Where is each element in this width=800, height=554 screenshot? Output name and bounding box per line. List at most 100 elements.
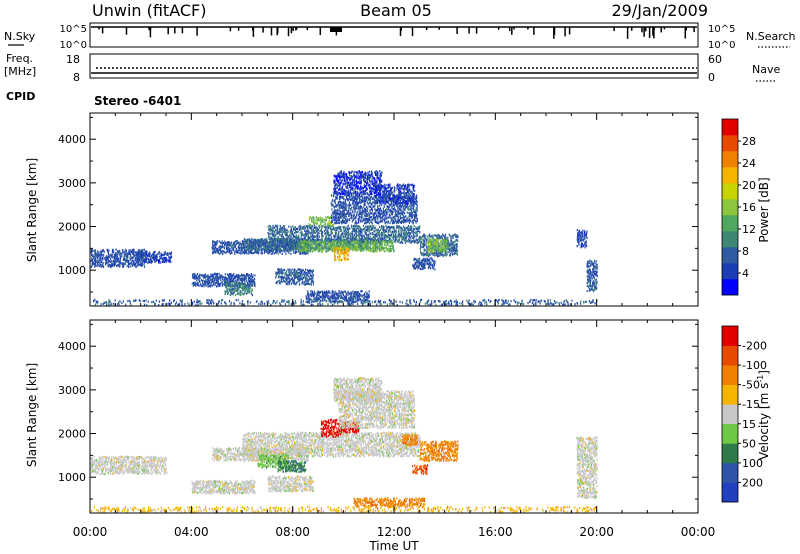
range-gate-cell [307,233,309,236]
range-gate-cell [353,248,356,251]
range-gate-cell [214,248,216,251]
range-gate-cell [349,243,351,246]
range-gate-cell [220,249,222,252]
range-gate-cell [342,227,345,230]
range-gate-cell [354,243,356,246]
range-gate-cell [200,274,203,277]
range-gate-cell [137,258,139,261]
range-gate-cell [274,252,276,255]
range-gate-cell [428,260,430,263]
range-gate-cell [382,193,384,196]
range-gate-cell [298,241,300,244]
range-gate-cell [416,233,419,236]
range-gate-cell [374,198,376,202]
range-gate-cell [330,237,332,240]
range-gate-cell [326,238,328,241]
range-gate-cell [267,232,269,235]
range-gate-cell [235,247,238,250]
range-gate-cell [321,232,323,235]
range-gate-cell [366,205,368,209]
range-gate-cell [389,204,392,207]
range-gate-cell [275,246,277,249]
range-gate-cell [422,234,424,238]
range-gate-cell [306,240,308,243]
range-gate-cell [402,241,404,245]
range-gate-cell [212,242,214,245]
range-gate-cell [357,211,359,214]
range-gate-cell [355,198,357,201]
range-gate-cell [415,239,417,242]
nsky-block [330,27,342,32]
range-gate-cell [105,260,108,263]
range-gate-cell [358,194,360,197]
range-gate-cell [337,258,339,261]
range-gate-cell [337,212,340,215]
range-gate-cell [369,240,371,243]
range-gate-cell [453,244,455,247]
range-gate-cell [391,206,393,209]
range-gate-cell [145,250,147,253]
range-gate-cell [340,241,342,244]
range-gate-cell [251,242,253,245]
range-gate-cell [412,204,414,207]
range-gate-cell [398,232,401,236]
range-gate-cell [100,257,102,260]
range-gate-cell [269,228,271,231]
range-gate-cell [162,253,164,257]
range-gate-cell [365,217,368,221]
range-gate-cell [246,245,248,248]
range-gate-cell [402,211,404,214]
range-gate-cell [361,209,364,212]
range-gate-cell [433,264,435,267]
range-gate-cell [123,256,126,259]
range-gate-cell [371,227,374,230]
range-gate-cell [105,262,107,265]
range-gate-cell [392,221,395,224]
range-gate-cell [286,244,288,247]
range-gate-cell [333,248,335,251]
range-gate-cell [432,267,434,270]
range-gate-cell [309,247,312,250]
range-gate-cell [371,240,373,243]
range-gate-cell [379,212,381,215]
range-gate-cell [364,243,366,246]
range-gate-cell [311,237,314,240]
range-gate-cell [430,261,432,264]
range-gate-cell [399,221,401,224]
range-gate-cell [299,245,301,248]
range-gate-cell [373,241,376,244]
range-gate-cell [322,221,324,224]
range-gate-cell [347,243,349,247]
range-gate-cell [412,228,415,231]
range-gate-cell [446,253,448,256]
range-gate-cell [347,204,349,207]
range-gate-cell [363,249,365,252]
range-gate-cell [371,222,373,225]
range-gate-cell [398,211,400,214]
nave-tick-bottom: 0 [708,71,715,84]
range-gate-cell [206,275,208,278]
range-gate-cell [412,192,414,195]
range-gate-cell [363,242,365,245]
range-gate-cell [290,247,292,250]
range-gate-cell [108,249,110,252]
range-gate-cell [284,249,287,252]
range-gate-cell [115,259,117,262]
range-gate-cell [444,252,447,255]
range-gate-cell [94,263,96,266]
range-gate-cell [289,249,291,252]
range-gate-cell [279,247,281,250]
range-gate-cell [132,250,134,254]
range-gate-cell [390,240,393,243]
range-gate-cell [278,244,281,247]
range-gate-cell [365,214,367,218]
range-gate-cell [429,238,431,241]
range-gate-cell [398,188,400,191]
range-gate-cell [375,194,377,197]
range-gate-cell [279,242,281,245]
range-gate-cell [332,219,334,222]
range-gate-cell [281,249,283,252]
range-gate-cell [320,241,322,244]
range-gate-cell [300,233,302,236]
freq-label-2: [MHz] [4,65,36,78]
